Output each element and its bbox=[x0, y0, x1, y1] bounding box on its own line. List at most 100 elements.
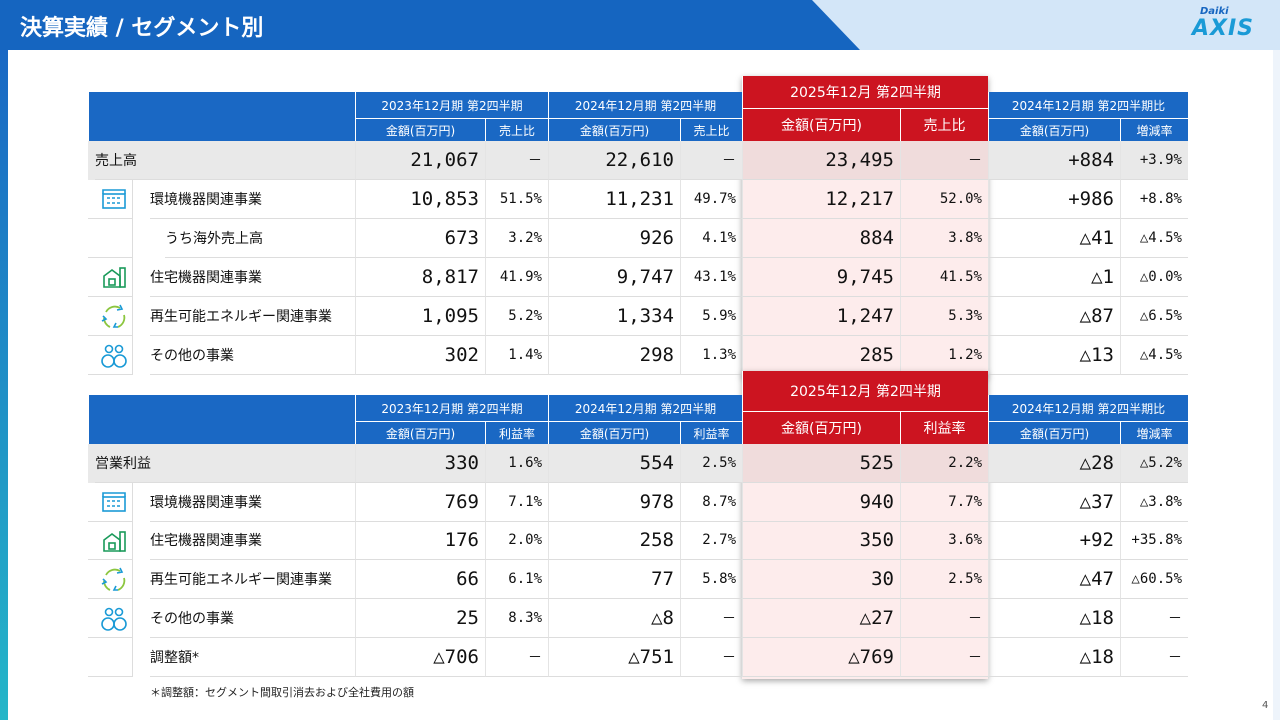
table-cell: 8,817 bbox=[355, 258, 485, 297]
table-cell: +884 bbox=[988, 141, 1120, 180]
table-cell: 52.0% bbox=[900, 180, 988, 219]
icon-cell bbox=[88, 482, 133, 522]
icon-cell bbox=[88, 258, 133, 297]
column-header: 利益率 bbox=[680, 421, 742, 444]
logo: AXIS bbox=[1192, 16, 1255, 41]
table-cell: 978 bbox=[548, 482, 680, 522]
table-cell: 43.1% bbox=[680, 258, 742, 297]
table-cell: 77 bbox=[548, 560, 680, 600]
row-shade bbox=[88, 141, 742, 180]
table-cell: 49.7% bbox=[680, 180, 742, 219]
table-cell: 285 bbox=[742, 336, 900, 375]
table-cell: 330 bbox=[355, 444, 485, 483]
table-cell: 5.3% bbox=[900, 297, 988, 336]
table-cell: 7.7% bbox=[900, 482, 988, 522]
table-cell: △47 bbox=[988, 560, 1120, 600]
period-header: 2024年12月期 第2四半期 bbox=[548, 92, 742, 118]
table-cell: 350 bbox=[742, 521, 900, 561]
header-blank bbox=[88, 395, 355, 444]
column-header: 金額(百万円) bbox=[742, 411, 900, 444]
period-header: 2024年12月期 第2四半期比 bbox=[988, 395, 1188, 421]
table-cell: 66 bbox=[355, 560, 485, 600]
table-cell: － bbox=[680, 599, 742, 638]
table-cell: △4.5% bbox=[1120, 336, 1188, 375]
table-cell: 1.4% bbox=[485, 336, 548, 375]
column-header: 金額(百万円) bbox=[742, 108, 900, 141]
column-header: 金額(百万円) bbox=[355, 118, 485, 141]
table-cell: △18 bbox=[988, 599, 1120, 638]
row-icon bbox=[100, 567, 128, 593]
row-icon bbox=[100, 490, 128, 516]
row-icon bbox=[100, 265, 128, 291]
table-cell: 3.6% bbox=[900, 521, 988, 561]
table-cell: － bbox=[680, 141, 742, 180]
icon-cell bbox=[88, 297, 133, 336]
table-cell: 258 bbox=[548, 521, 680, 561]
row-icon bbox=[100, 343, 128, 369]
table-cell: 12,217 bbox=[742, 180, 900, 219]
table-cell: △5.2% bbox=[1120, 444, 1188, 483]
period-header: 2025年12月 第2四半期 bbox=[742, 76, 988, 108]
table-cell: 2.5% bbox=[680, 444, 742, 483]
table-cell: △3.8% bbox=[1120, 482, 1188, 522]
row-shade bbox=[742, 141, 988, 180]
table-cell: － bbox=[485, 141, 548, 180]
table-cell: 23,495 bbox=[742, 141, 900, 180]
table-cell: 2.5% bbox=[900, 560, 988, 600]
table-cell: 9,745 bbox=[742, 258, 900, 297]
row-label: 調整額* bbox=[150, 638, 355, 677]
column-header: 金額(百万円) bbox=[548, 421, 680, 444]
table-cell: 21,067 bbox=[355, 141, 485, 180]
table-cell: 940 bbox=[742, 482, 900, 522]
table-cell: +92 bbox=[988, 521, 1120, 561]
table-cell: 22,610 bbox=[548, 141, 680, 180]
table-cell: － bbox=[900, 599, 988, 638]
table-cell: △4.5% bbox=[1120, 219, 1188, 258]
table-cell: 769 bbox=[355, 482, 485, 522]
column-header: 金額(百万円) bbox=[988, 421, 1120, 444]
table-cell: 9,747 bbox=[548, 258, 680, 297]
icon-cell bbox=[88, 521, 133, 561]
table-cell: － bbox=[1120, 599, 1188, 638]
table-cell: 2.7% bbox=[680, 521, 742, 561]
row-label: その他の事業 bbox=[150, 336, 355, 375]
row-label: 環境機器関連事業 bbox=[150, 483, 355, 522]
table-cell: 2.0% bbox=[485, 521, 548, 561]
table-cell: － bbox=[1120, 638, 1188, 677]
table-cell: 1.2% bbox=[900, 336, 988, 375]
row-label: うち海外売上高 bbox=[165, 219, 355, 258]
title: 決算実績 / セグメント別 bbox=[20, 16, 264, 41]
table-cell: △13 bbox=[988, 336, 1120, 375]
table-cell: 11,231 bbox=[548, 180, 680, 219]
table-cell: +35.8% bbox=[1120, 521, 1188, 561]
table-cell: +8.8% bbox=[1120, 180, 1188, 219]
table-cell: 41.9% bbox=[485, 258, 548, 297]
table-cell: 41.5% bbox=[900, 258, 988, 297]
table-cell: 6.1% bbox=[485, 560, 548, 600]
logo-top: Daiki bbox=[1200, 6, 1229, 17]
table-cell: △41 bbox=[988, 219, 1120, 258]
table-cell: 8.3% bbox=[485, 599, 548, 638]
table-cell: 1,095 bbox=[355, 297, 485, 336]
table-cell: △0.0% bbox=[1120, 258, 1188, 297]
table-cell: 1.3% bbox=[680, 336, 742, 375]
table-cell: △87 bbox=[988, 297, 1120, 336]
table-cell: 2.2% bbox=[900, 444, 988, 483]
table-cell: △1 bbox=[988, 258, 1120, 297]
table-cell: 5.8% bbox=[680, 560, 742, 600]
table-cell: 25 bbox=[355, 599, 485, 638]
table-cell: 10,853 bbox=[355, 180, 485, 219]
table-cell: 926 bbox=[548, 219, 680, 258]
table-cell: 51.5% bbox=[485, 180, 548, 219]
row-shade bbox=[88, 444, 742, 483]
row-label: 環境機器関連事業 bbox=[150, 180, 355, 219]
table-cell: △6.5% bbox=[1120, 297, 1188, 336]
table-cell: △28 bbox=[988, 444, 1120, 483]
icon-cell bbox=[88, 560, 133, 600]
table-cell: 1.6% bbox=[485, 444, 548, 483]
table-cell: 673 bbox=[355, 219, 485, 258]
row-label: その他の事業 bbox=[150, 599, 355, 638]
table-cell: △60.5% bbox=[1120, 560, 1188, 600]
column-header: 金額(百万円) bbox=[988, 118, 1120, 141]
